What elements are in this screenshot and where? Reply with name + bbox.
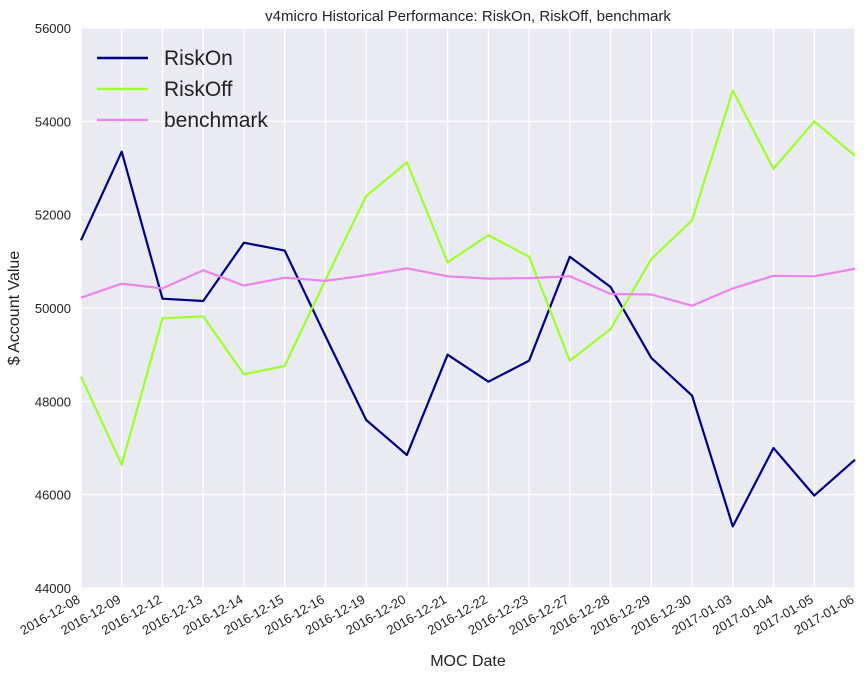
y-tick-label: 44000 (35, 581, 71, 596)
chart-title: v4micro Historical Performance: RiskOn, … (265, 8, 671, 25)
series-line-benchmark (80, 267, 856, 307)
x-tick-labels: 2016-12-082016-12-092016-12-122016-12-13… (17, 592, 856, 638)
series-line-riskon (80, 150, 856, 528)
series-lines (80, 89, 856, 528)
legend-label-riskoff: RiskOff (164, 78, 233, 101)
x-axis-title: MOC Date (430, 653, 506, 670)
y-tick-label: 52000 (35, 208, 71, 223)
legend: RiskOn RiskOff benchmark (97, 47, 268, 132)
y-tick-label: 56000 (35, 21, 71, 36)
y-tick-label: 48000 (35, 394, 71, 409)
y-tick-label: 54000 (35, 114, 71, 129)
series-line-riskoff (80, 89, 856, 466)
legend-label-benchmark: benchmark (164, 109, 268, 132)
y-tick-label: 50000 (35, 301, 71, 316)
legend-label-riskon: RiskOn (164, 47, 233, 70)
y-axis-title: $ Account Value (6, 251, 23, 366)
y-tick-labels: 44000 46000 48000 50000 52000 54000 56000 (35, 21, 71, 596)
y-tick-label: 46000 (35, 488, 71, 503)
